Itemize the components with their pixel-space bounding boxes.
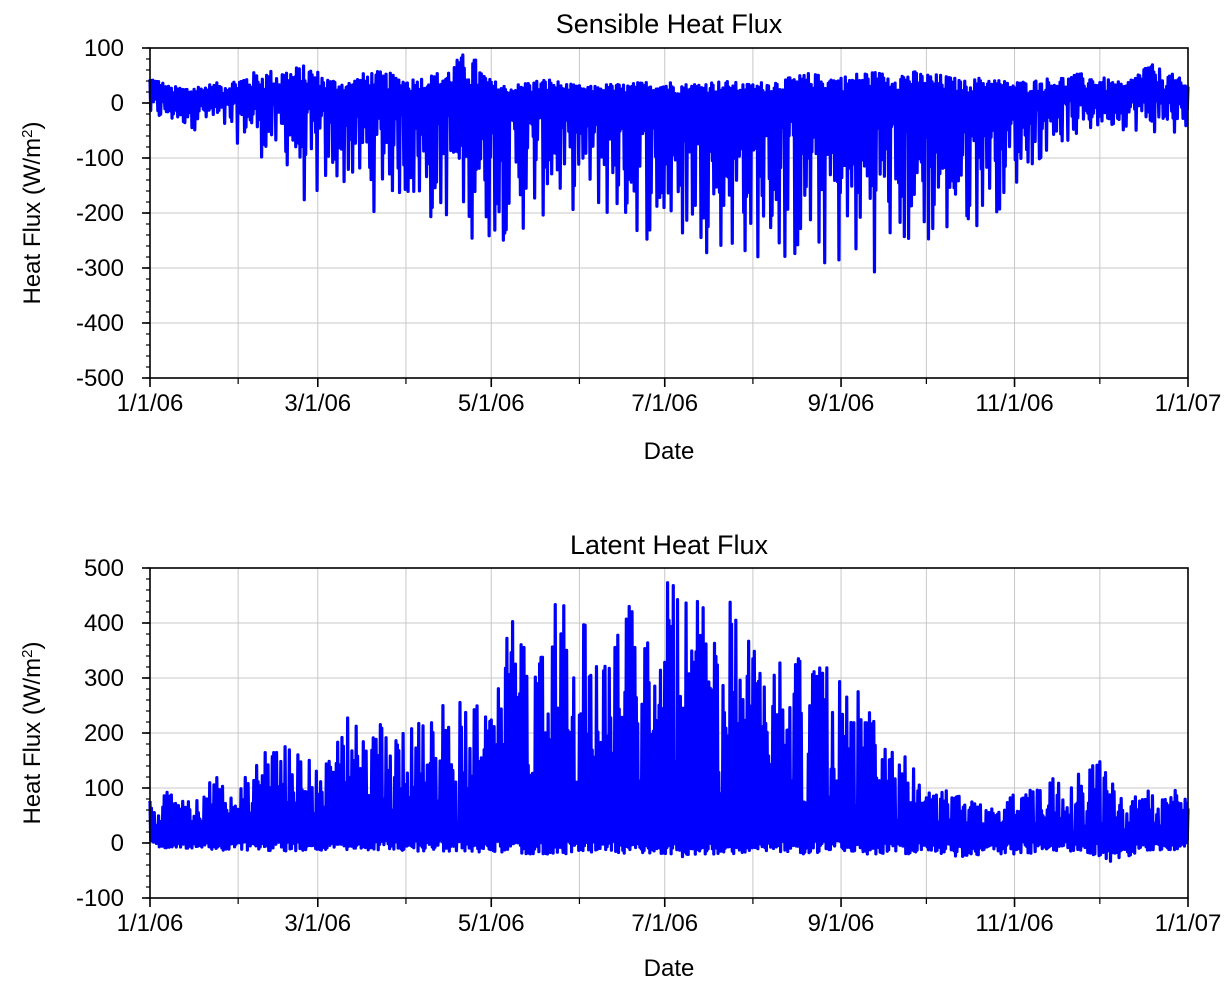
sensible-x-tick-label: 9/1/06	[808, 390, 875, 417]
sensible-y-axis-label-sup: 2	[19, 129, 36, 137]
latent-y-axis-label-main: Heat Flux (W/m	[19, 658, 46, 825]
latent-y-axis-label-tail: )	[19, 641, 46, 649]
latent-x-tick-label: 11/1/06	[975, 910, 1053, 937]
latent-y-axis-label: Heat Flux (W/m2)	[19, 641, 47, 824]
latent-heat-flux-series	[148, 581, 1190, 863]
latent-y-tick-label: 0	[111, 830, 124, 857]
latent-x-tick-label: 1/1/07	[1155, 910, 1222, 937]
latent-y-tick-label: 300	[84, 665, 124, 692]
sensible-heat-flux-panel: Sensible Heat Flux 100 0 -100 -200 -300 -400 -…	[19, 9, 1222, 465]
sensible-x-axis-label: Date	[644, 438, 695, 465]
sensible-heat-flux-series	[148, 53, 1190, 274]
sensible-y-axis-label-main: Heat Flux (W/m	[19, 138, 46, 305]
latent-x-tick-label: 1/1/06	[117, 910, 184, 937]
latent-x-tick-label: 5/1/06	[458, 910, 525, 937]
sensible-tick-marks	[142, 47, 1189, 387]
latent-y-tick-label: -100	[76, 885, 124, 912]
sensible-x-tick-labels: 1/1/06 3/1/06 5/1/06 7/1/06 9/1/06 11/1/06 1/1…	[117, 390, 1222, 417]
sensible-chart-title: Sensible Heat Flux	[556, 9, 783, 39]
sensible-x-tick-label: 3/1/06	[284, 390, 351, 417]
sensible-y-tick-label: -500	[76, 365, 124, 392]
sensible-y-tick-label: 0	[111, 90, 124, 117]
sensible-x-tick-label: 11/1/06	[975, 390, 1053, 417]
sensible-x-tick-label: 7/1/06	[631, 390, 698, 417]
latent-heat-flux-panel: Latent Heat Flux 500 400 300 200 100 0 -100 1/…	[19, 530, 1222, 982]
latent-x-tick-label: 9/1/06	[808, 910, 875, 937]
sensible-x-tick-label: 5/1/06	[458, 390, 525, 417]
latent-chart-title: Latent Heat Flux	[570, 530, 769, 560]
sensible-y-tick-label: -300	[76, 255, 124, 282]
latent-x-tick-label: 7/1/06	[631, 910, 698, 937]
latent-x-tick-label: 3/1/06	[284, 910, 351, 937]
sensible-y-axis-label-tail: )	[19, 121, 46, 129]
sensible-y-axis-label: Heat Flux (W/m2)	[19, 121, 47, 304]
latent-y-tick-label: 100	[84, 775, 124, 802]
latent-tick-marks	[142, 567, 1189, 907]
sensible-y-tick-label: 100	[84, 35, 124, 62]
latent-y-tick-label: 500	[84, 555, 124, 582]
latent-x-axis-label: Date	[644, 955, 695, 982]
sensible-y-tick-label: -100	[76, 145, 124, 172]
sensible-y-tick-labels: 100 0 -100 -200 -300 -400 -500	[76, 35, 124, 392]
latent-x-tick-labels: 1/1/06 3/1/06 5/1/06 7/1/06 9/1/06 11/1/06 1/1…	[117, 910, 1222, 937]
latent-y-tick-label: 400	[84, 610, 124, 637]
sensible-y-tick-label: -200	[76, 200, 124, 227]
sensible-x-tick-label: 1/1/07	[1155, 390, 1222, 417]
latent-y-tick-labels: 500 400 300 200 100 0 -100	[76, 555, 124, 912]
latent-y-axis-label-sup: 2	[19, 649, 36, 657]
latent-y-tick-label: 200	[84, 720, 124, 747]
sensible-x-tick-label: 1/1/06	[117, 390, 184, 417]
sensible-y-tick-label: -400	[76, 310, 124, 337]
